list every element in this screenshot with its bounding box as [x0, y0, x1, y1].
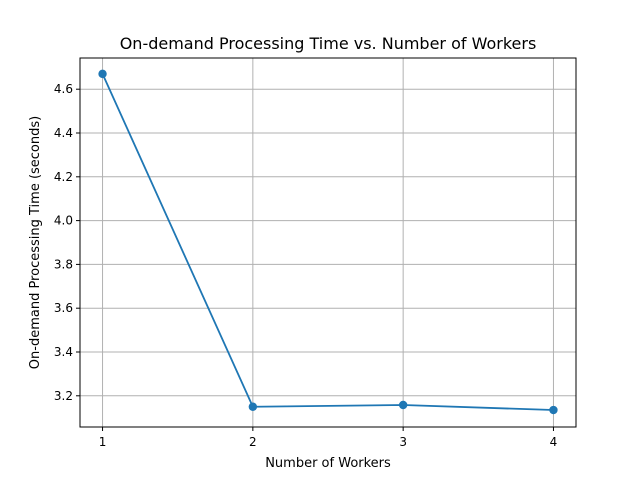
y-tick-label: 4.6	[54, 82, 73, 96]
plot-area-frame	[79, 57, 577, 428]
ticks: 1 2 3 4 3.2 3.4 3.6 3.8 4.0 4.2 4.4 4.6	[54, 82, 557, 449]
x-tick-label: 1	[99, 435, 107, 449]
grid	[80, 58, 576, 427]
data-point	[549, 405, 558, 415]
series-line	[101, 73, 554, 411]
x-tick-label: 2	[249, 435, 257, 449]
chart-title: On-demand Processing Time vs. Number of …	[120, 34, 537, 53]
y-tick-label: 3.2	[54, 389, 73, 403]
series-layer	[98, 69, 558, 415]
y-tick-label: 4.4	[54, 126, 73, 140]
y-tick-label: 3.8	[54, 257, 73, 271]
y-tick-label: 3.6	[54, 301, 73, 315]
data-point	[398, 400, 408, 410]
y-axis-label: On-demand Processing Time (seconds)	[28, 116, 43, 369]
y-tick-label: 4.2	[54, 170, 73, 184]
x-tick-label: 3	[399, 435, 407, 449]
y-tick-label: 3.4	[54, 345, 73, 359]
y-tick-label: 4.0	[54, 214, 73, 228]
data-point	[248, 402, 258, 411]
x-tick-label: 4	[550, 435, 558, 449]
data-point	[98, 69, 107, 79]
x-axis-label: Number of Workers	[265, 456, 391, 471]
